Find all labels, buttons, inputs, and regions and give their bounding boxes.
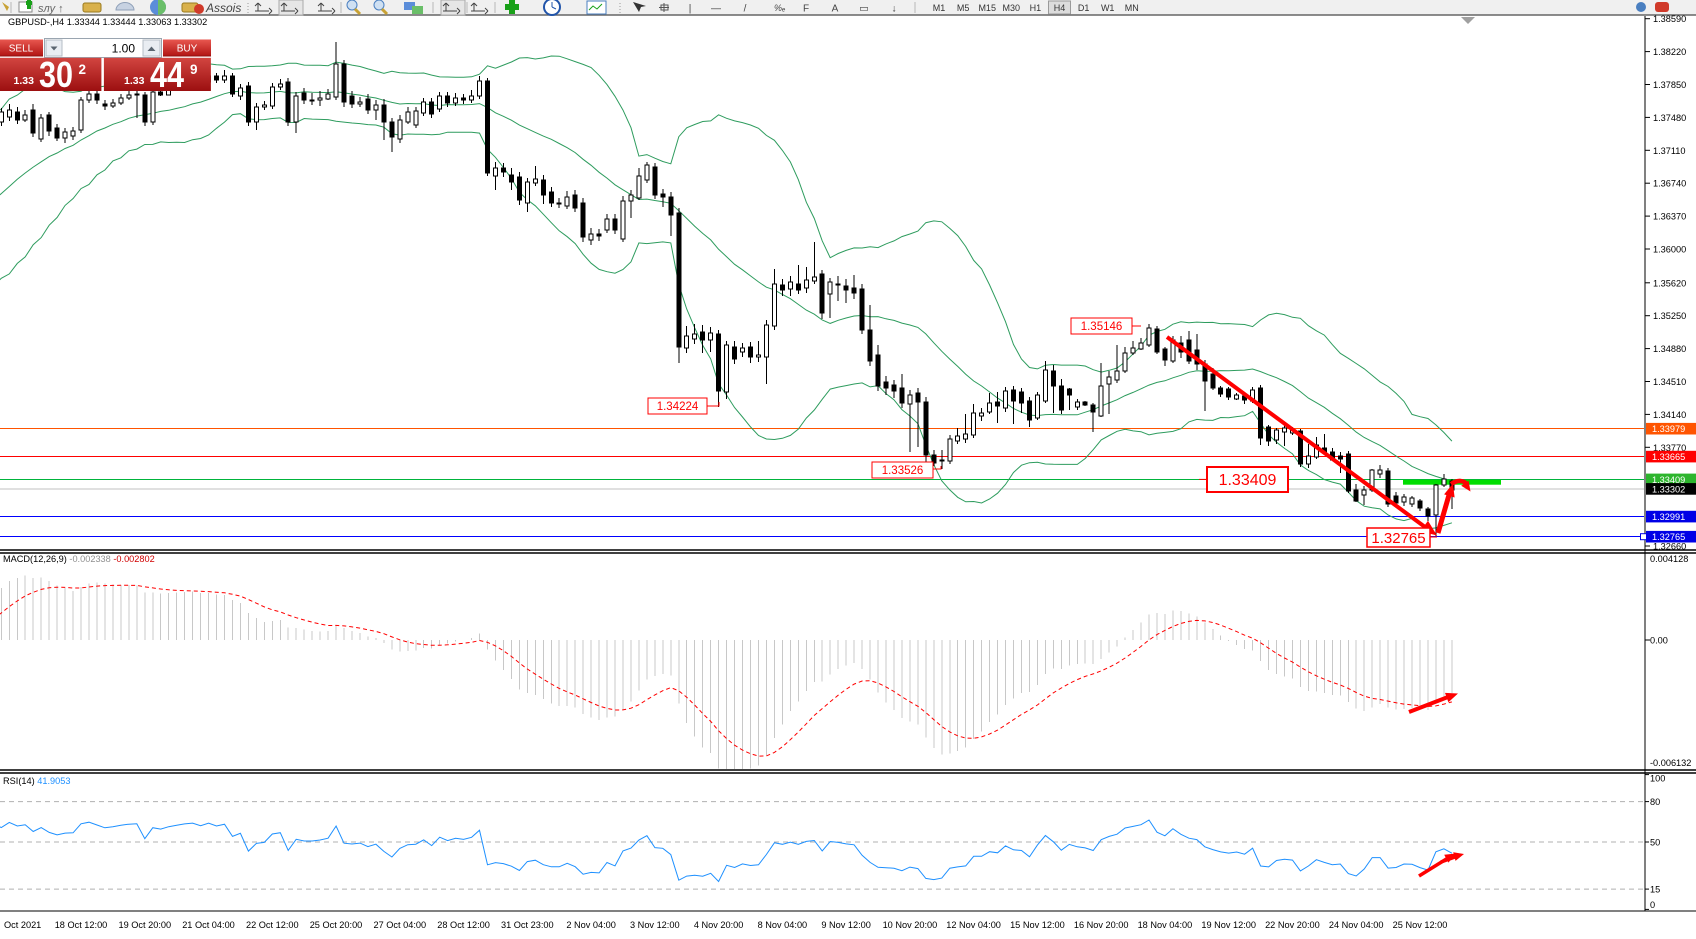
svg-text:1.34510: 1.34510: [1653, 377, 1686, 387]
svg-text:1.33979: 1.33979: [1652, 424, 1685, 434]
svg-text:1.33409: 1.33409: [1219, 472, 1277, 489]
svg-text:1.36370: 1.36370: [1653, 212, 1686, 222]
svg-text:Аssois: Аssois: [205, 1, 241, 15]
svg-text:1.32765: 1.32765: [1652, 532, 1685, 542]
svg-text:1.34140: 1.34140: [1653, 410, 1686, 420]
svg-text:-0.006132: -0.006132: [1650, 758, 1691, 768]
svg-text:28 Oct 12:00: 28 Oct 12:00: [437, 920, 490, 930]
svg-text:1.35146: 1.35146: [1081, 321, 1123, 333]
svg-text:0: 0: [1650, 900, 1655, 910]
svg-text:15 Nov 12:00: 15 Nov 12:00: [1010, 920, 1065, 930]
svg-text:RSI(14) 41.9053: RSI(14) 41.9053: [3, 776, 70, 786]
svg-text:1.37110: 1.37110: [1653, 146, 1686, 156]
svg-text:1.36000: 1.36000: [1653, 245, 1686, 255]
svg-text:Oct 2021: Oct 2021: [4, 920, 41, 930]
svg-text:1.33: 1.33: [124, 75, 145, 87]
svg-text:▭: ▭: [859, 4, 868, 15]
svg-text:1.33526: 1.33526: [882, 465, 924, 477]
svg-text:GBPUSD-,H4 1.33344 1.33444 1.: GBPUSD-,H4 1.33344 1.33444 1.33063 1.333…: [8, 17, 207, 27]
svg-text:10 Nov 20:00: 10 Nov 20:00: [883, 920, 938, 930]
svg-text:1.36740: 1.36740: [1653, 179, 1686, 189]
svg-text:1.34224: 1.34224: [657, 401, 699, 413]
svg-text:9 Nov 12:00: 9 Nov 12:00: [821, 920, 871, 930]
svg-text:1.00: 1.00: [112, 42, 136, 56]
svg-text:1.38220: 1.38220: [1653, 47, 1686, 57]
svg-text:MN: MN: [1125, 3, 1139, 13]
svg-text:|: |: [689, 4, 692, 15]
svg-text:19 Nov 12:00: 19 Nov 12:00: [1201, 920, 1256, 930]
svg-text:A: A: [832, 4, 839, 15]
svg-text:1.32991: 1.32991: [1652, 512, 1685, 522]
svg-text:31 Oct 23:00: 31 Oct 23:00: [501, 920, 554, 930]
svg-text:1.33: 1.33: [14, 75, 35, 87]
svg-text:100: 100: [1650, 774, 1665, 784]
svg-text:25 Oct 20:00: 25 Oct 20:00: [310, 920, 363, 930]
svg-text:M15: M15: [978, 3, 996, 13]
svg-text:↓: ↓: [892, 4, 897, 15]
svg-text:30: 30: [39, 54, 73, 95]
svg-text:1.35620: 1.35620: [1653, 278, 1686, 288]
svg-text:12 Nov 04:00: 12 Nov 04:00: [946, 920, 1001, 930]
svg-text:1.33302: 1.33302: [1652, 484, 1685, 494]
svg-text:8 Nov 04:00: 8 Nov 04:00: [758, 920, 808, 930]
svg-text:1.33770: 1.33770: [1653, 443, 1686, 453]
svg-text:H1: H1: [1030, 3, 1042, 13]
svg-text:—: —: [711, 4, 721, 15]
svg-text:1.37480: 1.37480: [1653, 113, 1686, 123]
svg-text:MACD(12,26,9) -0.002338 -0.002: MACD(12,26,9) -0.002338 -0.002802: [3, 554, 155, 564]
svg-text:0.00: 0.00: [1650, 636, 1668, 646]
svg-text:25 Nov 12:00: 25 Nov 12:00: [1393, 920, 1448, 930]
svg-text:/: /: [744, 4, 747, 15]
svg-text:F: F: [803, 4, 809, 15]
svg-text:22 Nov 20:00: 22 Nov 20:00: [1265, 920, 1320, 930]
svg-text:1.33409: 1.33409: [1652, 475, 1685, 485]
svg-text:3 Nov 12:00: 3 Nov 12:00: [630, 920, 680, 930]
svg-text:27 Oct 04:00: 27 Oct 04:00: [373, 920, 426, 930]
svg-text:18 Nov 04:00: 18 Nov 04:00: [1138, 920, 1193, 930]
svg-text:19 Oct 20:00: 19 Oct 20:00: [118, 920, 171, 930]
svg-text:24 Nov 04:00: 24 Nov 04:00: [1329, 920, 1384, 930]
svg-text:2: 2: [79, 62, 87, 77]
svg-text:0.004128: 0.004128: [1650, 554, 1688, 564]
svg-text:44: 44: [150, 54, 184, 95]
svg-text:80: 80: [1650, 797, 1660, 807]
svg-text:1.38590: 1.38590: [1653, 14, 1686, 24]
svg-text:M5: M5: [957, 3, 970, 13]
svg-text:1.35250: 1.35250: [1653, 311, 1686, 321]
svg-text:%ₑ: %ₑ: [774, 3, 786, 13]
svg-text:D1: D1: [1078, 3, 1090, 13]
svg-text:18 Oct 12:00: 18 Oct 12:00: [55, 920, 108, 930]
svg-text:50: 50: [1650, 837, 1660, 847]
svg-text:1.32660: 1.32660: [1653, 542, 1686, 552]
svg-text:ѕлу ↑: ѕлу ↑: [38, 3, 64, 15]
svg-text:M30: M30: [1003, 3, 1021, 13]
svg-text:1.34880: 1.34880: [1653, 344, 1686, 354]
svg-text:2 Nov 04:00: 2 Nov 04:00: [566, 920, 616, 930]
svg-text:4 Nov 20:00: 4 Nov 20:00: [694, 920, 744, 930]
svg-text:BUY: BUY: [177, 44, 198, 55]
svg-text:21 Oct 04:00: 21 Oct 04:00: [182, 920, 235, 930]
svg-text:22 Oct 12:00: 22 Oct 12:00: [246, 920, 299, 930]
svg-text:W1: W1: [1101, 3, 1115, 13]
svg-text:M1: M1: [933, 3, 946, 13]
svg-text:1.33665: 1.33665: [1652, 452, 1685, 462]
svg-text:15: 15: [1650, 884, 1660, 894]
svg-text:1.32765: 1.32765: [1371, 530, 1425, 547]
svg-text:9: 9: [190, 62, 198, 77]
svg-text:1.37850: 1.37850: [1653, 80, 1686, 90]
svg-text:SELL: SELL: [9, 44, 34, 55]
svg-text:16 Nov 20:00: 16 Nov 20:00: [1074, 920, 1129, 930]
svg-text:H4: H4: [1054, 3, 1066, 13]
